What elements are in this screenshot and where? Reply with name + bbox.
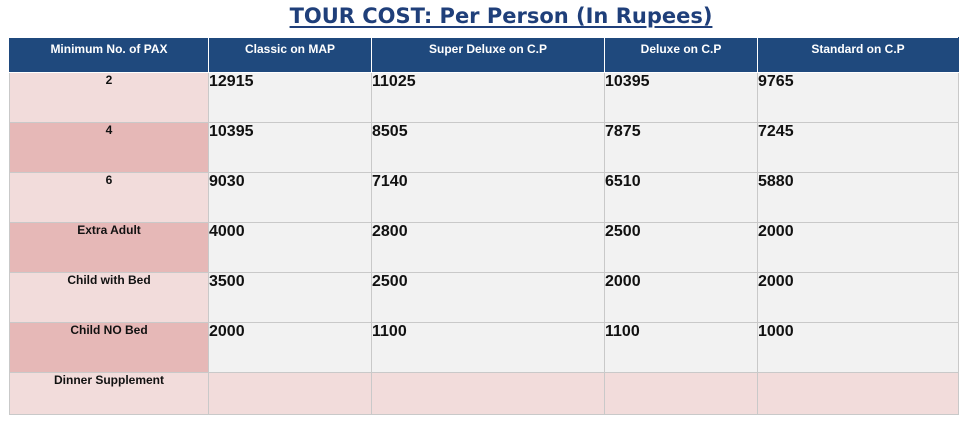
table-cell: 2000 (757, 222, 959, 273)
table-cell: 2000 (604, 272, 758, 323)
page-title: TOUR COST: Per Person (In Rupees) (289, 4, 713, 28)
column-header-super-deluxe-cp: Super Deluxe on C.P (371, 37, 605, 73)
table-cell (604, 372, 758, 415)
table-row: 4 10395 8505 7875 7245 (9, 122, 959, 173)
row-label: Child with Bed (9, 272, 209, 323)
table-cell: 3500 (208, 272, 372, 323)
row-label: 6 (9, 172, 209, 223)
table-cell: 1000 (757, 322, 959, 373)
row-label: 4 (9, 122, 209, 173)
column-header-pax: Minimum No. of PAX (9, 37, 209, 73)
table-cell: 7875 (604, 122, 758, 173)
table-cell: 7140 (371, 172, 605, 223)
table-cell: 1100 (371, 322, 605, 373)
table-cell: 12915 (208, 72, 372, 123)
table-cell: 2500 (604, 222, 758, 273)
table-row: Extra Adult 4000 2800 2500 2000 (9, 222, 959, 273)
column-header-classic-map: Classic on MAP (208, 37, 372, 73)
table-cell: 7245 (757, 122, 959, 173)
table-row: Child NO Bed 2000 1100 1100 1000 (9, 322, 959, 373)
table-row: 2 12915 11025 10395 9765 (9, 72, 959, 123)
table-cell: 8505 (371, 122, 605, 173)
table-row: Dinner Supplement (9, 372, 959, 415)
table-cell (208, 372, 372, 415)
table-cell: 2000 (208, 322, 372, 373)
table-cell: 1100 (604, 322, 758, 373)
table-cell (371, 372, 605, 415)
row-label: Child NO Bed (9, 322, 209, 373)
table-cell (757, 372, 959, 415)
table-cell: 4000 (208, 222, 372, 273)
table-cell: 9765 (757, 72, 959, 123)
table-cell: 10395 (604, 72, 758, 123)
table-cell: 6510 (604, 172, 758, 223)
column-header-standard-cp: Standard on C.P (757, 37, 959, 73)
tour-cost-table: Minimum No. of PAX Classic on MAP Super … (9, 37, 959, 415)
table-cell: 9030 (208, 172, 372, 223)
table-cell: 2000 (757, 272, 959, 323)
table-cell: 10395 (208, 122, 372, 173)
table-cell: 5880 (757, 172, 959, 223)
column-header-deluxe-cp: Deluxe on C.P (604, 37, 758, 73)
table-cell: 11025 (371, 72, 605, 123)
table-row: Child with Bed 3500 2500 2000 2000 (9, 272, 959, 323)
row-label: 2 (9, 72, 209, 123)
table-header-row: Minimum No. of PAX Classic on MAP Super … (9, 37, 959, 73)
table-row: 6 9030 7140 6510 5880 (9, 172, 959, 223)
row-label: Dinner Supplement (9, 372, 209, 415)
table-cell: 2500 (371, 272, 605, 323)
row-label: Extra Adult (9, 222, 209, 273)
table-cell: 2800 (371, 222, 605, 273)
